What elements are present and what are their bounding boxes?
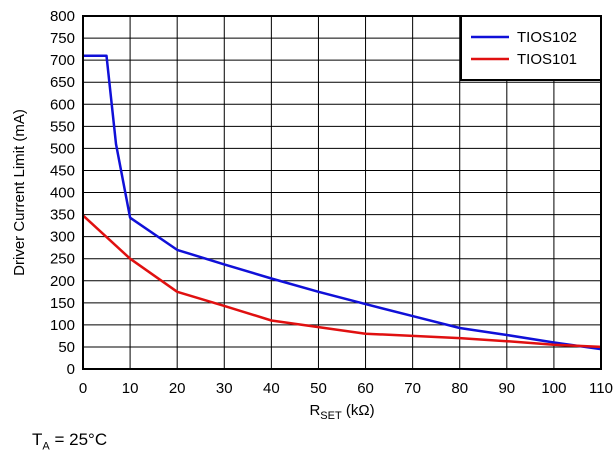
y-tick-label: 300 xyxy=(50,229,75,246)
y-tick-label: 500 xyxy=(50,140,75,157)
temperature-note-rest: = 25°C xyxy=(49,430,108,449)
y-tick-label: 200 xyxy=(50,273,75,290)
x-tick-label: 10 xyxy=(122,380,139,397)
x-tick-label: 20 xyxy=(169,380,186,397)
x-tick-labels: 0 10 20 30 40 50 60 70 80 90 100 110 xyxy=(79,380,613,397)
legend-box xyxy=(460,15,602,81)
x-tick-label: 100 xyxy=(541,380,566,397)
y-tick-label: 600 xyxy=(50,96,75,113)
x-tick-label: 0 xyxy=(79,380,87,397)
x-tick-label: 50 xyxy=(310,380,327,397)
y-tick-label: 50 xyxy=(58,339,75,356)
y-tick-label: 100 xyxy=(50,317,75,334)
y-tick-label: 250 xyxy=(50,251,75,268)
legend: TIOS102 TIOS101 xyxy=(460,15,602,81)
x-axis-title-sub: SET xyxy=(320,410,342,422)
series-line-tios101 xyxy=(82,214,602,349)
y-tick-label: 150 xyxy=(50,295,75,312)
y-tick-label: 800 xyxy=(50,8,75,25)
legend-label: TIOS101 xyxy=(517,51,577,68)
x-axis-title: RSET (kΩ) xyxy=(309,402,374,422)
y-axis-title: Driver Current Limit (mA) xyxy=(11,109,28,276)
x-tick-label: 60 xyxy=(357,380,374,397)
x-tick-label: 110 xyxy=(589,380,613,397)
y-tick-label: 450 xyxy=(50,162,75,179)
legend-label: TIOS102 xyxy=(517,29,577,46)
x-tick-label: 30 xyxy=(216,380,233,397)
y-tick-label: 0 xyxy=(67,361,75,378)
plot-frame xyxy=(82,15,602,370)
x-tick-label: 70 xyxy=(404,380,421,397)
y-tick-label: 700 xyxy=(50,52,75,69)
x-axis-title-unit: (kΩ) xyxy=(342,402,375,419)
x-axis-title-main: R xyxy=(309,402,320,419)
temperature-note: TA = 25°C xyxy=(32,430,107,452)
series-line-tios102 xyxy=(83,54,602,351)
temperature-note-sub: A xyxy=(42,440,50,453)
y-tick-label: 400 xyxy=(50,185,75,202)
x-tick-label: 40 xyxy=(263,380,280,397)
y-tick-label: 650 xyxy=(50,74,75,91)
series-lines xyxy=(82,54,602,351)
y-tick-label: 350 xyxy=(50,207,75,224)
y-tick-label: 750 xyxy=(50,30,75,47)
y-tick-label: 550 xyxy=(50,118,75,135)
y-tick-labels: 0 50 100 150 200 250 300 350 400 450 500 550 600 650 7… xyxy=(50,8,75,378)
x-tick-label: 90 xyxy=(498,380,515,397)
x-tick-label: 80 xyxy=(451,380,468,397)
temperature-note-main: T xyxy=(32,430,43,449)
